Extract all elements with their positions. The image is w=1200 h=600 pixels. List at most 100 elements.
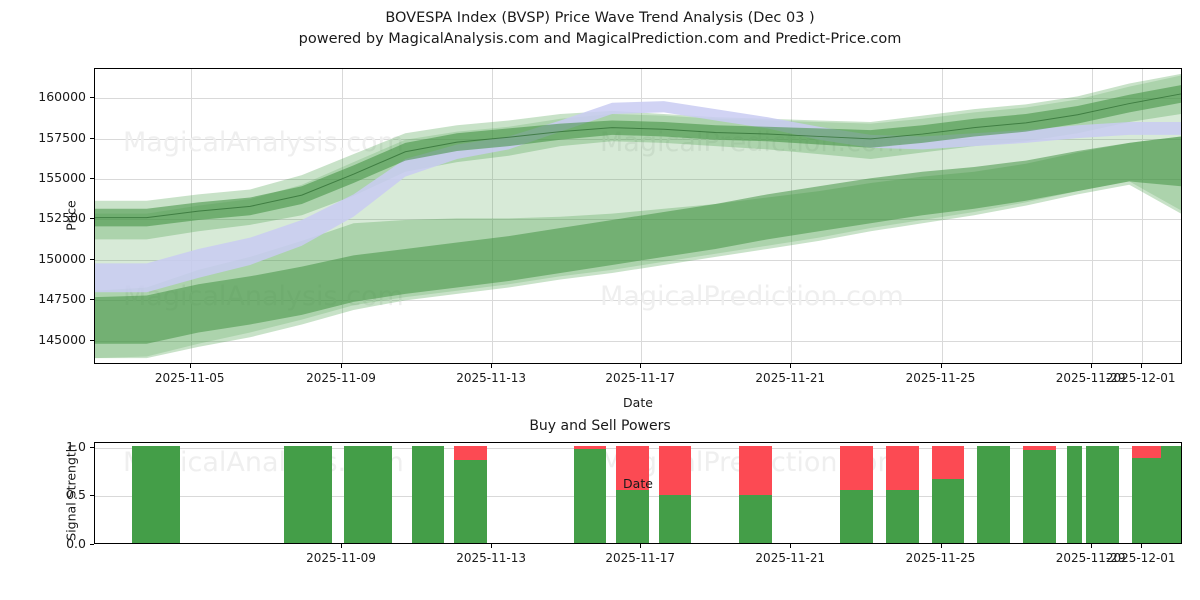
sell-power-segment xyxy=(1131,445,1165,458)
sell-power-segment xyxy=(931,445,965,479)
buy-power-segment xyxy=(344,445,393,543)
wave-band-lavender-wave xyxy=(95,101,1181,293)
x-tick-mark xyxy=(1140,544,1142,548)
signal-bar[interactable] xyxy=(1023,445,1056,543)
x-tick-mark xyxy=(1090,364,1092,368)
signal-bar[interactable] xyxy=(284,445,333,543)
x-tick-label: 2025-11-29 xyxy=(1055,551,1126,565)
signal-plot-area: MagicalAnalysis.com MagicalPrediction.co… xyxy=(94,442,1182,544)
signal-x-axis-title: Date xyxy=(623,476,653,491)
gridline-h xyxy=(95,179,1181,180)
y-tick-label: 145000 xyxy=(38,331,86,347)
x-tick-mark xyxy=(1140,364,1142,368)
x-tick-label: 2025-11-13 xyxy=(456,371,526,385)
x-tick-label: 2025-11-13 xyxy=(456,551,526,565)
signal-bar[interactable] xyxy=(454,445,487,543)
y-tick-mark xyxy=(90,97,94,99)
sell-power-segment xyxy=(616,445,649,490)
signal-bar[interactable] xyxy=(886,445,919,543)
signal-bar[interactable] xyxy=(573,445,607,543)
x-tick-mark xyxy=(790,364,792,368)
gridline-h xyxy=(95,98,1181,100)
x-tick-mark xyxy=(940,364,942,368)
y-tick-label: 152500 xyxy=(38,210,86,226)
gridline-v xyxy=(1141,69,1143,363)
gridline-h xyxy=(95,300,1181,302)
sell-power-segment xyxy=(1023,445,1056,450)
x-tick-mark xyxy=(491,544,493,548)
sell-power-segment xyxy=(454,445,487,461)
signal-bar[interactable] xyxy=(1086,445,1119,543)
x-tick-mark xyxy=(341,364,342,368)
title-block: BOVESPA Index (BVSP) Price Wave Trend An… xyxy=(0,8,1200,50)
signal-bar[interactable] xyxy=(616,445,649,543)
signal-bar[interactable] xyxy=(344,445,393,543)
x-tick-label: 2025-11-17 xyxy=(605,551,676,565)
signal-bar[interactable] xyxy=(411,445,445,543)
y-tick-mark xyxy=(90,495,94,497)
y-tick-mark xyxy=(90,218,94,220)
price-x-axis-title: Date xyxy=(623,395,653,410)
y-tick-label: 155000 xyxy=(38,170,86,185)
x-tick-label: 2025-11-21 xyxy=(755,371,826,385)
signal-bar[interactable] xyxy=(840,445,873,543)
signal-bar[interactable] xyxy=(1066,445,1082,543)
gridline-h xyxy=(95,340,1181,342)
buy-power-segment xyxy=(1086,445,1119,543)
x-tick-mark xyxy=(940,544,942,548)
page-title: BOVESPA Index (BVSP) Price Wave Trend An… xyxy=(385,10,815,26)
x-tick-mark xyxy=(341,544,342,548)
buy-power-segment xyxy=(886,489,919,543)
price-wave-bands xyxy=(95,73,1181,359)
x-tick-label: 2025-12-01 xyxy=(1105,371,1176,385)
x-tick-mark xyxy=(790,544,792,548)
buy-power-segment xyxy=(658,495,692,543)
x-tick-mark xyxy=(640,364,642,368)
y-tick-label: 157500 xyxy=(38,129,86,145)
price-plot-area: MagicalAnalysis.com MagicalPrediction.co… xyxy=(94,68,1182,364)
y-tick-mark xyxy=(90,178,94,179)
buy-power-segment xyxy=(931,478,965,543)
gridline-v xyxy=(1091,69,1093,363)
sell-power-segment xyxy=(840,445,873,490)
x-tick-label: 2025-11-25 xyxy=(905,371,976,385)
signal-bar[interactable] xyxy=(1131,445,1165,543)
signal-chart-panel: MagicalAnalysis.com MagicalPrediction.co… xyxy=(64,439,1182,565)
signal-bar[interactable] xyxy=(132,445,180,543)
sell-power-segment xyxy=(658,445,692,496)
buy-power-segment xyxy=(1023,449,1056,543)
gridline-h xyxy=(95,138,1181,140)
buy-power-segment xyxy=(616,489,649,543)
y-tick-mark xyxy=(90,339,94,341)
y-tick-mark xyxy=(90,299,94,301)
buy-power-segment xyxy=(1161,445,1181,543)
y-tick-label: 147500 xyxy=(38,291,86,307)
signal-bar[interactable] xyxy=(931,445,965,543)
y-tick-label: 1.0 xyxy=(66,438,86,454)
x-tick-label: 2025-11-25 xyxy=(905,551,976,565)
x-tick-mark xyxy=(1090,544,1092,548)
x-tick-label: 2025-11-09 xyxy=(306,551,376,565)
x-tick-label: 2025-11-17 xyxy=(605,371,676,385)
wave-band-lower-wave-inner xyxy=(95,136,1181,344)
buy-power-segment xyxy=(1066,445,1082,543)
buy-power-segment xyxy=(977,445,1010,543)
bar-chart-title: Buy and Sell Powers xyxy=(529,418,671,434)
x-tick-mark xyxy=(491,364,493,368)
x-tick-label: 2025-11-09 xyxy=(306,371,376,385)
buy-power-segment xyxy=(132,445,180,543)
wave-band-upper-wave-outer xyxy=(95,73,1181,240)
x-tick-label: 2025-11-05 xyxy=(154,371,225,385)
y-tick-label: 150000 xyxy=(38,250,86,266)
sell-power-segment xyxy=(739,445,772,496)
x-tick-label: 2025-12-01 xyxy=(1105,551,1176,565)
page-subtitle: powered by MagicalAnalysis.com and Magic… xyxy=(298,31,902,47)
signal-bar[interactable] xyxy=(739,445,772,543)
buy-power-segment xyxy=(411,445,445,543)
signal-bar[interactable] xyxy=(658,445,692,543)
signal-bar[interactable] xyxy=(977,445,1010,543)
signal-bar[interactable] xyxy=(1161,445,1181,543)
y-tick-mark xyxy=(90,137,94,139)
y-tick-mark xyxy=(90,446,94,448)
sell-power-segment xyxy=(573,445,607,449)
